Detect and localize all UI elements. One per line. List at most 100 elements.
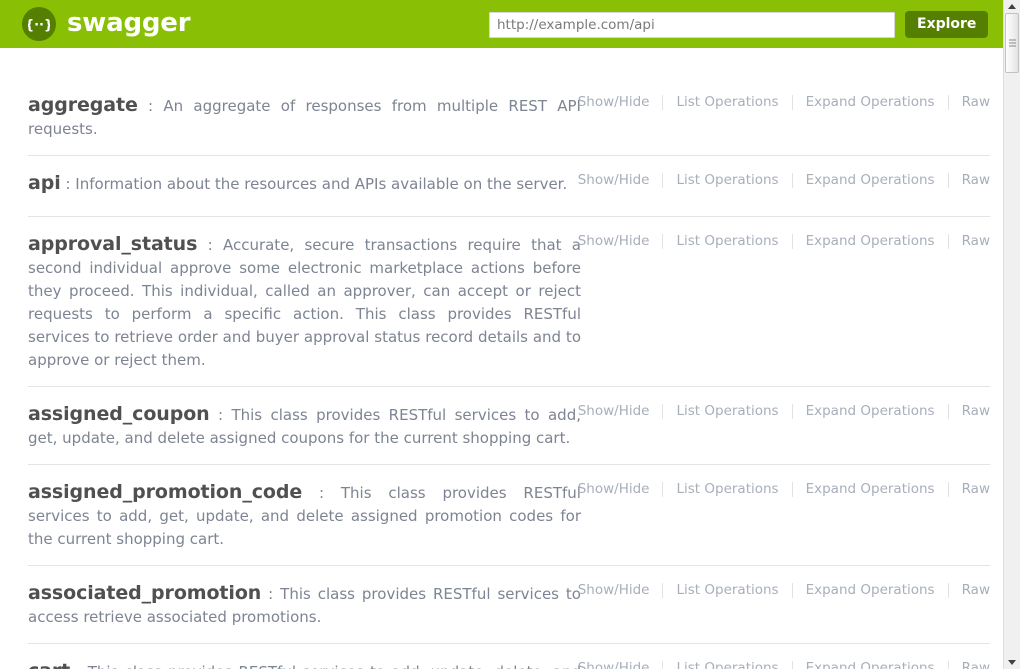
show-hide-link[interactable]: Show/Hide (577, 481, 650, 497)
raw-link[interactable]: Raw (961, 660, 990, 669)
operations-separator (791, 94, 793, 110)
brand-logo[interactable]: {··} swagger (22, 7, 191, 41)
operations-separator (947, 172, 949, 188)
operations-separator (947, 94, 949, 110)
list-operations-link[interactable]: List Operations (676, 233, 779, 249)
operations-separator (662, 172, 664, 188)
resource-description: This class provides RESTful services to … (28, 585, 581, 626)
resource-operations: Show/Hide List Operations Expand Operation… (578, 403, 990, 419)
list-operations-link[interactable]: List Operations (676, 582, 779, 598)
operations-separator (791, 481, 793, 497)
show-hide-link[interactable]: Show/Hide (577, 94, 650, 110)
operations-separator (662, 582, 664, 598)
list-operations-link[interactable]: List Operations (676, 481, 779, 497)
list-operations-link[interactable]: List Operations (676, 94, 779, 110)
resource-heading: cart : This class provides RESTful servi… (28, 660, 581, 669)
brand-name: swagger (67, 8, 191, 38)
resource-separator: : (76, 663, 81, 669)
resource-heading: assigned_coupon : This class provides RE… (28, 403, 581, 450)
show-hide-link[interactable]: Show/Hide (577, 582, 650, 598)
list-operations-link[interactable]: List Operations (676, 403, 779, 419)
raw-link[interactable]: Raw (961, 481, 990, 497)
operations-separator (662, 481, 664, 497)
resource-operations: Show/Hide List Operations Expand Operation… (578, 233, 990, 249)
resource-name[interactable]: assigned_promotion_code (28, 481, 303, 503)
resource-operations: Show/Hide List Operations Expand Operation… (578, 481, 990, 497)
resource-operations: Show/Hide List Operations Expand Operation… (578, 660, 990, 669)
resource-name[interactable]: aggregate (28, 94, 138, 116)
resource-separator: : (148, 97, 154, 115)
resource-row: aggregate : An aggregate of responses fr… (28, 48, 990, 155)
resource-heading: api : Information about the resources an… (28, 172, 581, 196)
resource-description: Information about the resources and APIs… (75, 175, 568, 193)
explore-button[interactable]: Explore (905, 11, 989, 38)
swagger-braces-icon: {··} (22, 7, 56, 41)
resource-row: assigned_promotion_code : This class pro… (28, 464, 990, 565)
raw-link[interactable]: Raw (961, 172, 990, 188)
operations-separator (947, 233, 949, 249)
resource-heading: aggregate : An aggregate of responses fr… (28, 94, 581, 141)
resource-separator: : (65, 175, 71, 193)
resource-name[interactable]: assigned_coupon (28, 403, 210, 425)
resource-description: An aggregate of responses from multiple … (28, 97, 581, 138)
resource-heading: approval_status : Accurate, secure trans… (28, 233, 581, 372)
resource-separator: : (207, 236, 213, 254)
api-url-input[interactable] (489, 11, 895, 38)
resource-separator: : (268, 585, 274, 603)
resource-separator: : (218, 406, 224, 424)
resource-row: api : Information about the resources an… (28, 155, 990, 216)
operations-separator (791, 172, 793, 188)
resource-description: This class provides RESTful services to … (28, 663, 581, 669)
show-hide-link[interactable]: Show/Hide (577, 172, 650, 188)
resource-name[interactable]: approval_status (28, 233, 198, 255)
expand-operations-link[interactable]: Expand Operations (805, 172, 935, 188)
raw-link[interactable]: Raw (961, 582, 990, 598)
resource-operations: Show/Hide List Operations Expand Operation… (578, 94, 990, 110)
operations-separator (662, 403, 664, 419)
resource-operations: Show/Hide List Operations Expand Operation… (578, 582, 990, 598)
list-operations-link[interactable]: List Operations (676, 172, 779, 188)
operations-separator (791, 403, 793, 419)
resource-row: associated_promotion : This class provid… (28, 565, 990, 643)
expand-operations-link[interactable]: Expand Operations (805, 403, 935, 419)
raw-link[interactable]: Raw (961, 94, 990, 110)
resource-separator: : (318, 484, 325, 502)
expand-operations-link[interactable]: Expand Operations (805, 660, 935, 669)
expand-operations-link[interactable]: Expand Operations (805, 481, 935, 497)
scrollbar-grip-icon (1009, 38, 1016, 49)
resource-heading: associated_promotion : This class provid… (28, 582, 581, 629)
operations-separator (662, 94, 664, 110)
expand-operations-link[interactable]: Expand Operations (805, 94, 935, 110)
operations-separator (947, 660, 949, 669)
resource-row: assigned_coupon : This class provides RE… (28, 386, 990, 464)
scrollbar-thumb[interactable] (1005, 13, 1019, 73)
api-url-form: Explore (489, 11, 989, 38)
operations-separator (791, 660, 793, 669)
resource-name[interactable]: associated_promotion (28, 582, 262, 604)
top-header-bar: {··} swagger Explore (0, 0, 1003, 48)
resource-description: Accurate, secure transactions require th… (28, 236, 581, 369)
show-hide-link[interactable]: Show/Hide (577, 403, 650, 419)
resource-description: This class provides RESTful services to … (28, 484, 581, 548)
scroll-down-arrow-icon[interactable] (1004, 656, 1020, 669)
resource-row: approval_status : Accurate, secure trans… (28, 216, 990, 386)
operations-separator (791, 582, 793, 598)
resource-heading: assigned_promotion_code : This class pro… (28, 481, 581, 551)
show-hide-link[interactable]: Show/Hide (577, 660, 650, 669)
resource-row: cart : This class provides RESTful servi… (28, 643, 990, 669)
scroll-up-arrow-icon[interactable] (1004, 0, 1020, 13)
resource-name[interactable]: api (28, 172, 61, 194)
resource-name[interactable]: cart (28, 660, 70, 669)
list-operations-link[interactable]: List Operations (676, 660, 779, 669)
expand-operations-link[interactable]: Expand Operations (805, 233, 935, 249)
operations-separator (662, 233, 664, 249)
vertical-scrollbar[interactable] (1003, 0, 1020, 669)
svg-text:{··}: {··} (28, 18, 50, 33)
operations-separator (791, 233, 793, 249)
raw-link[interactable]: Raw (961, 233, 990, 249)
raw-link[interactable]: Raw (961, 403, 990, 419)
expand-operations-link[interactable]: Expand Operations (805, 582, 935, 598)
show-hide-link[interactable]: Show/Hide (577, 233, 650, 249)
